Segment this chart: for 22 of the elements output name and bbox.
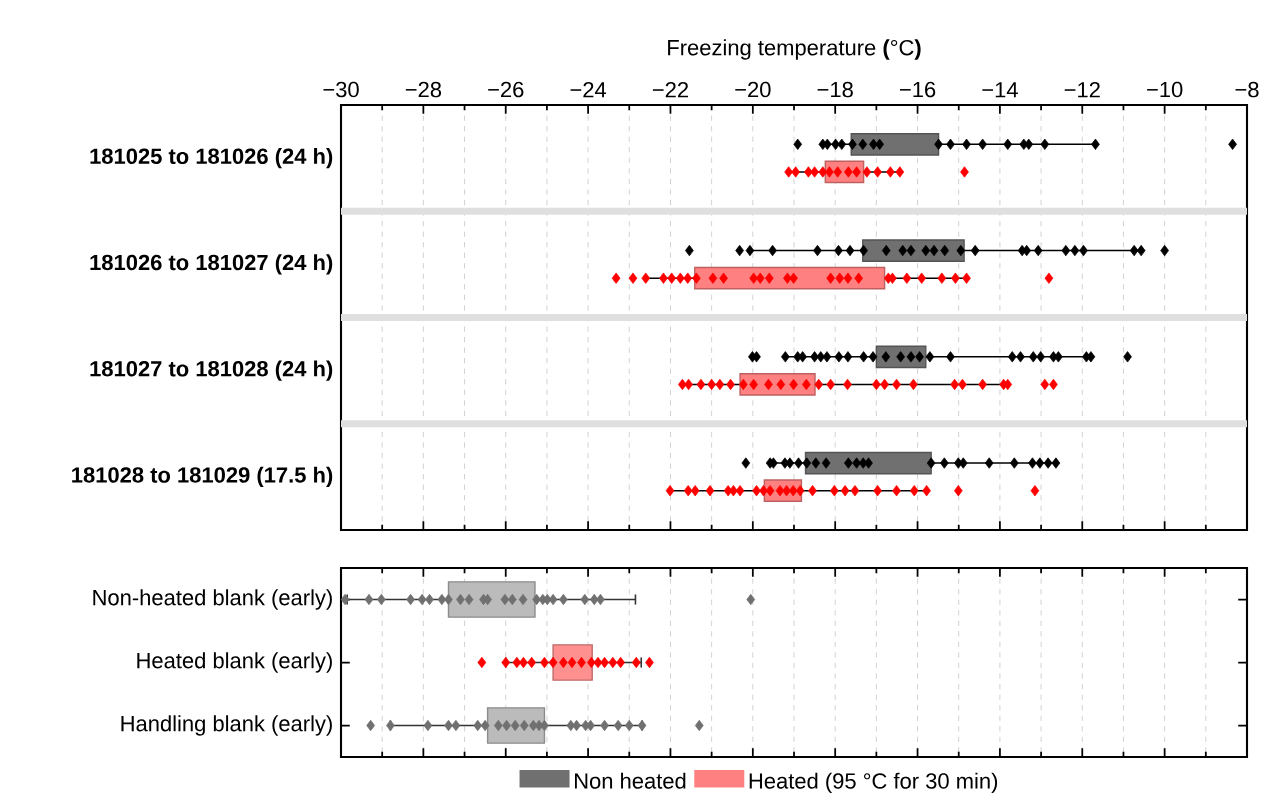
legend-label: Non heated: [575, 772, 686, 789]
y-tick-label: Handling blank (early): [121, 715, 332, 736]
y-tick-label: 181025 to 181026 (24 h): [90, 147, 333, 169]
x-tick-label: −20: [735, 81, 771, 98]
x-tick-label: −30: [323, 81, 359, 98]
legend-label: Heated (95 °C for 30 min): [749, 772, 998, 794]
x-tick-label: −16: [899, 81, 936, 98]
x-tick-label: −14: [982, 82, 1018, 98]
y-tick-label: 181026 to 181027 (24 h): [90, 254, 333, 275]
y-tick-label: Non-heated blank (early): [93, 589, 332, 610]
x-axis-title: Freezing temperature (°C): [668, 39, 921, 60]
y-tick-label: 181027 to 181028 (24 h): [90, 360, 333, 381]
x-tick-label: −8: [1235, 81, 1259, 98]
x-tick-label: −10: [1147, 81, 1183, 98]
x-tick-label: −12: [1064, 82, 1100, 98]
x-tick-label: −18: [817, 81, 853, 98]
x-tick-label: −24: [570, 82, 607, 98]
x-tick-label: −22: [652, 82, 688, 98]
y-tick-label: 181028 to 181029 (17.5 h): [72, 466, 333, 488]
x-tick-label: −28: [405, 81, 442, 98]
y-tick-label: Heated blank (early): [137, 652, 332, 673]
x-tick-label: −26: [488, 81, 524, 98]
